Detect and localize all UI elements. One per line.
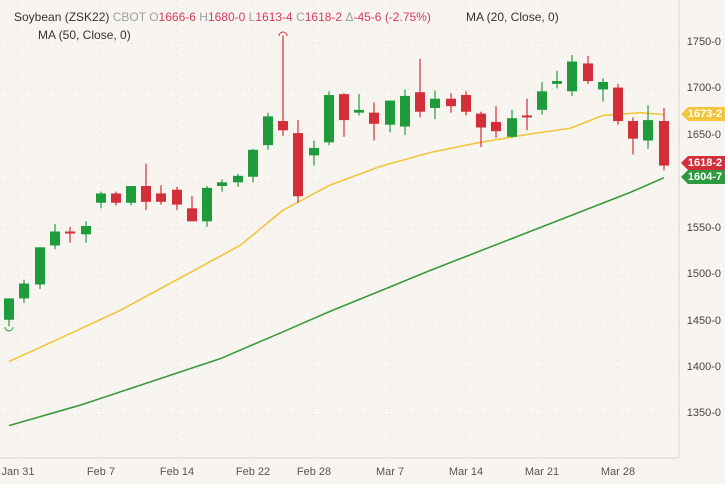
symbol-name: Soybean (ZSK22) bbox=[14, 10, 110, 24]
price-tick-label: 1400-0 bbox=[686, 361, 721, 374]
last-price-tag: 1618-2 bbox=[681, 156, 725, 170]
date-tick-label: Feb 14 bbox=[159, 466, 195, 478]
date-tick-label: Feb 28 bbox=[296, 466, 332, 478]
high-value: 1680-0 bbox=[207, 10, 246, 24]
ma50-price-tag: 1604-7 bbox=[681, 170, 725, 184]
date-tick-label: Feb 22 bbox=[235, 466, 271, 478]
price-tick-label: 1500-0 bbox=[686, 268, 721, 281]
price-tick-label: 1750-0 bbox=[686, 36, 721, 48]
date-tick-label: Jan 31 bbox=[1, 466, 35, 478]
close-value: 1618-2 bbox=[304, 10, 343, 24]
low-value: 1613-4 bbox=[255, 10, 293, 24]
close-label: C bbox=[296, 10, 305, 24]
price-tick-label: 1550-0 bbox=[686, 221, 721, 234]
ma20-legend: MA (20, Close, 0) bbox=[466, 10, 559, 24]
exchange-name: CBOT bbox=[112, 10, 146, 24]
date-tick-label: Mar 14 bbox=[448, 466, 484, 478]
date-tick-label: Feb 7 bbox=[86, 466, 116, 478]
ma50-legend: MA (50, Close, 0) bbox=[38, 28, 131, 42]
price-tick-label: 1450-0 bbox=[686, 314, 721, 327]
low-label: L bbox=[248, 10, 256, 24]
price-tick-label: 1350-0 bbox=[686, 407, 721, 420]
price-tick-label: 1650-0 bbox=[686, 128, 721, 141]
change-value: -45-6 (-2.75%) bbox=[353, 10, 431, 24]
open-label: O bbox=[149, 10, 159, 24]
ohlc-legend: Soybean (ZSK22) CBOT O1666-6 H1680-0 L16… bbox=[14, 10, 431, 24]
change-label: Δ bbox=[345, 10, 354, 24]
ma20-price-tag: 1673-2 bbox=[681, 107, 725, 121]
date-tick-label: Mar 21 bbox=[524, 466, 560, 478]
date-tick-label: Mar 28 bbox=[600, 466, 636, 478]
open-value: 1666-6 bbox=[158, 10, 196, 24]
date-tick-label: Mar 7 bbox=[375, 466, 405, 478]
price-tick-label: 1700-0 bbox=[686, 82, 721, 95]
high-label: H bbox=[199, 10, 208, 24]
